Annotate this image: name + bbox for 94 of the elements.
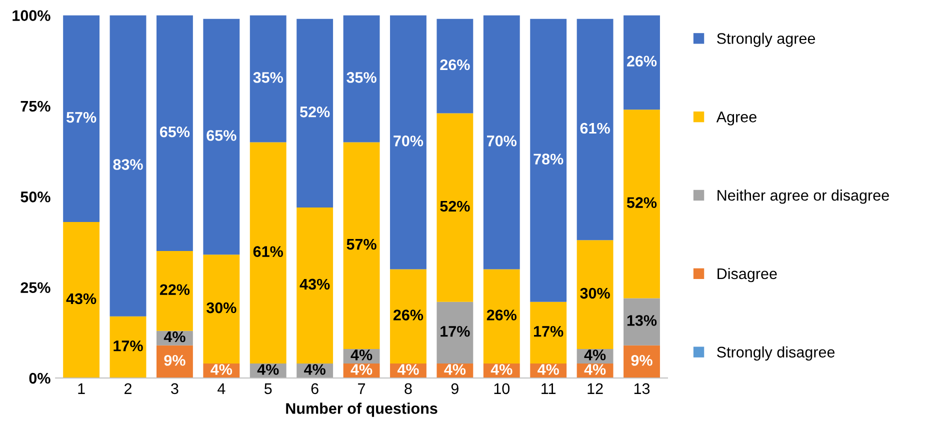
- x-tick-label: 7: [358, 383, 366, 394]
- bar: [483, 269, 520, 364]
- x-tick-label: 5: [264, 383, 272, 394]
- data-label: 52%: [440, 200, 470, 212]
- legend-label: Disagree: [718, 268, 777, 282]
- y-tick-label: 25%: [20, 282, 50, 294]
- bar: [343, 142, 380, 349]
- data-label: 61%: [253, 246, 284, 257]
- data-label: 4%: [444, 364, 466, 375]
- x-tick-label: 2: [124, 383, 132, 394]
- bar: [576, 18, 614, 240]
- data-label: 22%: [160, 284, 190, 296]
- bar: [624, 15, 660, 110]
- bar: [156, 251, 193, 331]
- data-label: 4%: [210, 364, 232, 375]
- data-label: 4%: [304, 364, 326, 375]
- y-tick-label: 50%: [20, 192, 50, 202]
- data-label: 57%: [66, 112, 96, 123]
- x-tick-label: 1: [78, 383, 85, 394]
- data-label: 13%: [627, 315, 657, 326]
- bar: [390, 269, 426, 364]
- legend-label: Strongly disagree: [717, 346, 835, 361]
- bar: [530, 18, 567, 302]
- bar: [483, 15, 520, 270]
- data-label: 17%: [440, 326, 470, 337]
- data-label: 26%: [626, 56, 657, 67]
- bar: [436, 18, 474, 114]
- bar: [156, 15, 193, 252]
- data-label: 4%: [350, 364, 372, 375]
- data-label: 4%: [490, 364, 512, 375]
- bar: [110, 316, 146, 378]
- bar: [250, 142, 286, 364]
- bar: [203, 254, 240, 364]
- x-axis-title: Number of questions: [286, 402, 438, 417]
- data-label: 35%: [346, 72, 376, 83]
- bar: [296, 208, 334, 364]
- data-label: 65%: [160, 126, 190, 138]
- data-label: 35%: [253, 72, 284, 83]
- data-label: 52%: [300, 106, 330, 118]
- x-tick-label: 13: [634, 383, 650, 394]
- bar: [296, 18, 334, 208]
- x-tick-label: 3: [171, 383, 178, 394]
- data-label: 4%: [538, 364, 559, 375]
- bar: [436, 302, 474, 364]
- data-label: 4%: [350, 350, 372, 360]
- legend-label: Neither agree or disagree: [718, 190, 889, 204]
- x-tick-label: 9: [451, 383, 458, 394]
- bar: [63, 15, 100, 222]
- data-label: 43%: [300, 278, 330, 290]
- bar: [624, 110, 660, 298]
- data-label: 17%: [534, 326, 564, 337]
- bar: [576, 240, 614, 349]
- y-tick-label: 75%: [20, 100, 50, 112]
- x-tick-label: 11: [542, 383, 556, 394]
- data-label: 17%: [114, 340, 143, 352]
- bar: [63, 222, 100, 378]
- legend-label: Agree: [716, 112, 756, 126]
- data-label: 57%: [346, 238, 376, 250]
- data-label: 4%: [164, 331, 186, 342]
- bar: [110, 15, 146, 316]
- data-label: 9%: [164, 354, 186, 366]
- bar: [624, 298, 660, 346]
- data-label: 4%: [257, 364, 279, 375]
- data-label: 78%: [534, 154, 564, 164]
- bar: [436, 113, 474, 302]
- x-tick-label: 8: [404, 383, 412, 394]
- data-label: 43%: [66, 293, 96, 304]
- x-tick-label: 12: [588, 383, 603, 394]
- x-tick-label: 6: [311, 383, 318, 394]
- x-tick-label: 10: [494, 383, 510, 394]
- y-tick-label: 0%: [29, 372, 50, 384]
- bar: [203, 18, 240, 255]
- data-label: 30%: [206, 302, 236, 314]
- data-label: 4%: [397, 364, 419, 375]
- data-label: 52%: [626, 197, 657, 208]
- legend-label: Strongly agree: [717, 32, 816, 47]
- bar: [250, 15, 286, 142]
- data-label: 30%: [580, 288, 610, 299]
- data-label: 65%: [206, 130, 236, 141]
- x-tick-label: 4: [218, 383, 226, 394]
- data-label: 9%: [631, 354, 652, 366]
- bar: [390, 15, 426, 270]
- data-label: 26%: [440, 59, 470, 70]
- y-tick-label: 100%: [12, 10, 50, 21]
- bar: [343, 15, 380, 142]
- data-label: 26%: [393, 310, 424, 320]
- data-label: 70%: [394, 136, 424, 146]
- data-label: 70%: [487, 136, 517, 146]
- data-label: 83%: [113, 159, 143, 170]
- data-label: 4%: [584, 350, 606, 360]
- data-label: 4%: [584, 364, 606, 375]
- data-label: 61%: [580, 122, 610, 134]
- data-label: 26%: [486, 310, 517, 320]
- bar: [530, 302, 567, 364]
